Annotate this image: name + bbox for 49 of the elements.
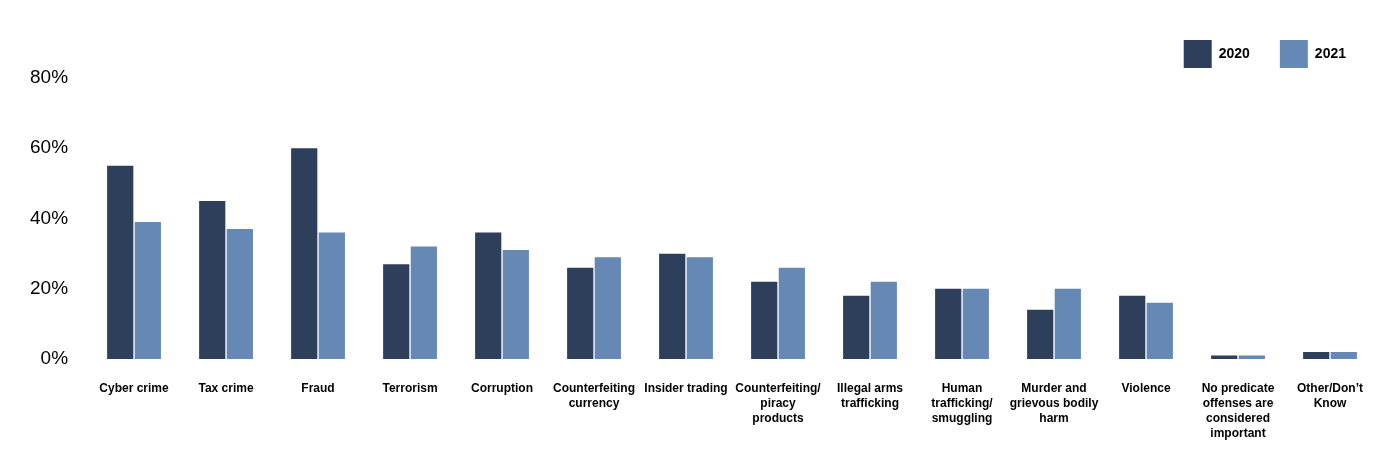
- y-tick-label: 40%: [30, 206, 69, 228]
- x-tick-label: Murder and grievous bodily harm: [1009, 380, 1099, 425]
- bar: [1119, 295, 1146, 359]
- bar: [318, 232, 345, 359]
- x-tick-label: No predicate offenses are considered important: [1201, 380, 1275, 440]
- x-tick-label: Insider trading: [644, 380, 728, 395]
- legend-label: 2020: [1218, 44, 1251, 61]
- bar: [594, 257, 621, 359]
- bar: [659, 253, 686, 359]
- bar: [1330, 351, 1357, 359]
- x-tick-label: Other/Don’t Know: [1297, 380, 1363, 410]
- bar: [1027, 309, 1054, 359]
- x-tick-label: Terrorism: [382, 380, 438, 395]
- bar: [107, 165, 134, 359]
- y-tick-label: 0%: [40, 347, 69, 369]
- bar: [935, 288, 962, 359]
- bar: [475, 232, 502, 359]
- bar: [962, 288, 989, 359]
- bar: [751, 281, 778, 359]
- bar: [1054, 288, 1081, 359]
- bar: [134, 222, 161, 359]
- bar: [1211, 355, 1238, 359]
- bar: [686, 257, 713, 359]
- bar: [843, 295, 870, 359]
- x-tick-label: Counterfeiting/ piracy products: [735, 380, 822, 425]
- bar: [502, 250, 529, 359]
- x-tick-label: Fraud: [301, 380, 335, 395]
- y-tick-label: 20%: [30, 276, 69, 298]
- bar: [778, 267, 805, 359]
- bar: [291, 148, 318, 359]
- bar: [870, 281, 897, 359]
- x-tick-label: Counterfeiting currency: [553, 380, 636, 410]
- bar: [226, 229, 253, 359]
- x-tick-label: Illegal arms trafficking: [836, 380, 904, 410]
- y-tick-label: 60%: [30, 136, 69, 158]
- x-tick-label: Corruption: [471, 380, 534, 395]
- x-tick-label: Violence: [1121, 380, 1171, 395]
- y-tick-label: 80%: [30, 66, 69, 88]
- legend-label: 2021: [1314, 44, 1347, 61]
- bar: [410, 246, 437, 359]
- bar: [383, 264, 410, 359]
- bar: [1146, 302, 1173, 359]
- x-tick-label: Human trafficking/ smuggling: [931, 380, 994, 425]
- bar: [199, 200, 226, 359]
- bar: [1303, 351, 1330, 359]
- x-tick-label: Cyber crime: [99, 380, 170, 395]
- bar: [567, 267, 594, 359]
- bar: [1238, 355, 1265, 359]
- x-tick-label: Tax crime: [198, 380, 254, 395]
